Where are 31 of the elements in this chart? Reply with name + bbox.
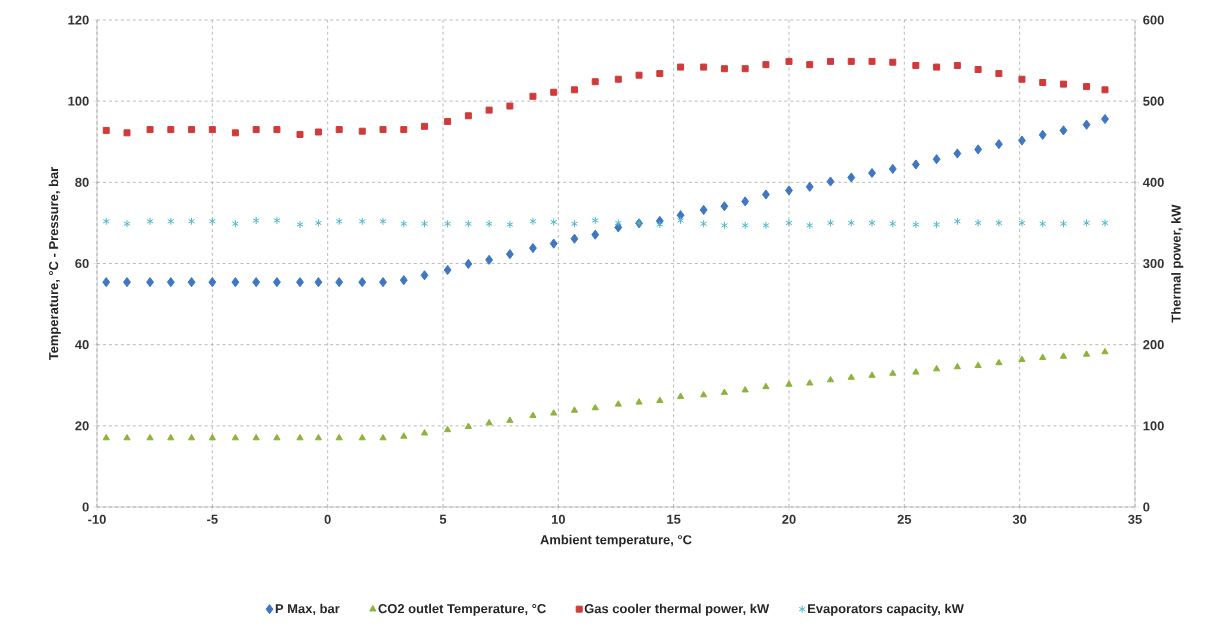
legend-label: Gas cooler thermal power, kW: [584, 603, 770, 616]
y-tick-label: 80: [75, 177, 89, 187]
x-tick-label: 5: [439, 514, 447, 524]
y2-tick-label: 200: [1143, 340, 1164, 350]
y2-tick-label: 500: [1143, 96, 1164, 106]
y-tick-label: 40: [75, 340, 89, 350]
x-tick-label: 35: [1128, 514, 1142, 524]
legend-label: Evaporators capacity, kW: [808, 603, 964, 616]
y2-tick-label: 600: [1143, 15, 1164, 25]
y-tick-label: 60: [75, 258, 89, 269]
y-tick-label: 0: [82, 502, 89, 512]
legend-label: P Max, bar: [275, 603, 340, 616]
y-tick-label: 100: [68, 96, 89, 106]
y2-axis-title: Thermal power, kW: [1171, 204, 1184, 323]
y-tick-label: 20: [75, 421, 89, 431]
x-tick-label: 10: [551, 514, 565, 524]
legend-label: CO2 outlet Temperature, °C: [378, 603, 546, 616]
y2-tick-label: 0: [1143, 502, 1150, 512]
x-tick-label: -5: [207, 514, 218, 524]
x-tick-label: 25: [897, 514, 912, 524]
y2-tick-label: 100: [1143, 421, 1164, 431]
x-axis-title: Ambient temperature, °C: [540, 534, 692, 547]
y2-tick-label: 300: [1143, 258, 1164, 269]
x-tick-label: 30: [1012, 514, 1027, 524]
x-tick-label: -10: [88, 514, 106, 524]
x-tick-label: 15: [667, 514, 681, 524]
x-tick-label: 0: [324, 514, 331, 524]
y2-tick-label: 400: [1142, 177, 1164, 187]
x-tick-label: 20: [782, 514, 796, 524]
y-axis-title: Temperature, °C - Pressure, bar: [48, 166, 61, 361]
y-tick-label: 120: [68, 15, 89, 25]
